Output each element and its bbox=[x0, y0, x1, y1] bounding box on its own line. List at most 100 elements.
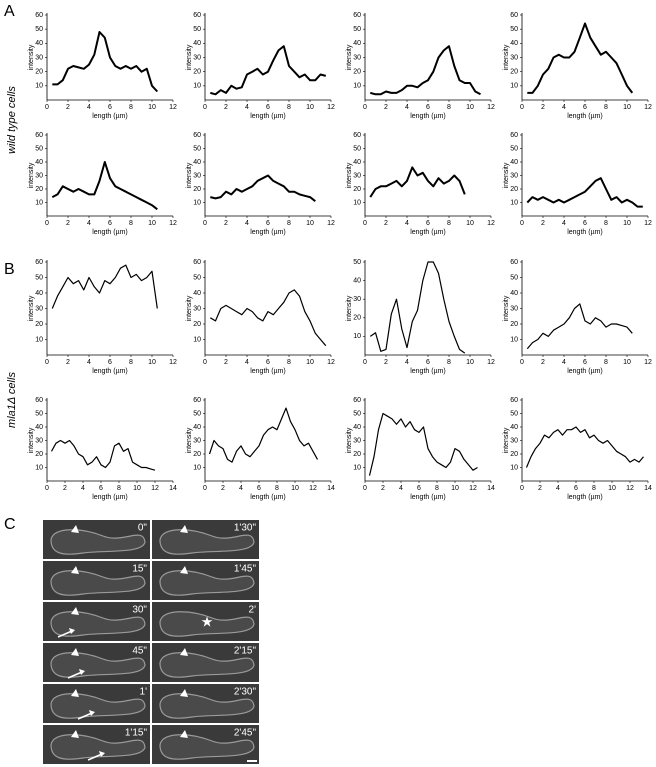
arrow bbox=[87, 753, 103, 761]
x-tick-label: 4 bbox=[405, 220, 409, 227]
x-tick-label: 4 bbox=[562, 220, 566, 227]
x-tick-label: 0 bbox=[203, 359, 207, 366]
x-tick-label: 12 bbox=[327, 359, 335, 366]
timestamp: 2'30" bbox=[234, 687, 257, 698]
y-tick-label: 40 bbox=[193, 159, 201, 166]
y-tick-label: 40 bbox=[353, 40, 361, 47]
timestamp: 1'30" bbox=[234, 523, 257, 534]
arrow bbox=[67, 671, 83, 679]
x-tick-label: 0 bbox=[203, 485, 207, 492]
frame: 2'15" bbox=[152, 643, 259, 682]
profile-line bbox=[208, 407, 319, 463]
x-tick-label: 8 bbox=[604, 220, 608, 227]
arrow-head bbox=[79, 669, 85, 675]
profile-line bbox=[210, 45, 327, 96]
y-tick-label: 20 bbox=[353, 69, 361, 76]
y-tick-label: 50 bbox=[193, 26, 201, 33]
timestamp: 1'15" bbox=[125, 728, 148, 739]
y-axis-label: intensity bbox=[186, 44, 193, 70]
x-tick-label: 12 bbox=[169, 359, 177, 366]
x-tick-label: 2 bbox=[66, 359, 70, 366]
x-tick-label: 6 bbox=[108, 220, 112, 227]
y-tick-label: 50 bbox=[510, 26, 518, 33]
y-axis-label: intensity bbox=[346, 44, 353, 70]
y-tick-label: 50 bbox=[35, 410, 43, 417]
x-tick-label: 4 bbox=[562, 104, 566, 111]
y-tick-label: 60 bbox=[510, 132, 518, 139]
x-tick-label: 0 bbox=[520, 220, 524, 227]
y-axis-label: intensity bbox=[186, 295, 193, 321]
x-tick-label: 0 bbox=[45, 485, 49, 492]
x-tick-label: 2 bbox=[66, 104, 70, 111]
y-tick-label: 60 bbox=[193, 259, 201, 266]
x-tick-label: 6 bbox=[426, 220, 430, 227]
x-tick-label: 0 bbox=[520, 359, 524, 366]
x-tick-label: 2 bbox=[384, 220, 388, 227]
y-tick-label: 30 bbox=[353, 54, 361, 61]
x-tick-label: 10 bbox=[306, 220, 314, 227]
y-axis-label: intensity bbox=[28, 427, 35, 453]
y-axis-label: intensity bbox=[346, 427, 353, 453]
x-tick-label: 2 bbox=[538, 485, 542, 492]
y-tick-label: 40 bbox=[35, 159, 43, 166]
y-tick-label: 20 bbox=[193, 451, 201, 458]
arrowhead bbox=[71, 689, 79, 697]
x-tick-label: 6 bbox=[426, 359, 430, 366]
y-tick-label: 40 bbox=[353, 277, 361, 284]
y-tick-label: 30 bbox=[353, 172, 361, 179]
y-axis-label: intensity bbox=[186, 427, 193, 453]
x-tick-label: 8 bbox=[604, 359, 608, 366]
y-axis-label: intensity bbox=[28, 295, 35, 321]
x-tick-label: 6 bbox=[257, 485, 261, 492]
x-axis-label: length (µm) bbox=[92, 229, 128, 236]
x-tick-label: 10 bbox=[623, 220, 631, 227]
y-tick-label: 50 bbox=[353, 145, 361, 152]
y-tick-label: 30 bbox=[193, 437, 201, 444]
x-tick-label: 8 bbox=[287, 359, 291, 366]
x-tick-label: 12 bbox=[309, 485, 317, 492]
profile-line bbox=[52, 31, 159, 93]
y-tick-label: 50 bbox=[510, 274, 518, 281]
x-tick-label: 4 bbox=[239, 485, 243, 492]
profile-line bbox=[526, 303, 633, 350]
arrowhead bbox=[180, 566, 188, 574]
y-tick-label: 20 bbox=[510, 186, 518, 193]
x-tick-label: 4 bbox=[245, 104, 249, 111]
cell-outline bbox=[159, 693, 255, 719]
x-tick-label: 6 bbox=[99, 485, 103, 492]
cell-outline bbox=[159, 652, 255, 678]
x-tick-label: 12 bbox=[151, 485, 159, 492]
y-tick-label: 10 bbox=[353, 464, 361, 471]
profile-line bbox=[51, 264, 158, 309]
y-tick-label: 20 bbox=[35, 69, 43, 76]
x-tick-label: 2 bbox=[384, 359, 388, 366]
x-tick-label: 12 bbox=[169, 220, 177, 227]
y-axis-label: intensity bbox=[28, 162, 35, 188]
y-tick-label: 20 bbox=[193, 69, 201, 76]
x-tick-label: 8 bbox=[287, 104, 291, 111]
x-tick-label: 10 bbox=[148, 220, 156, 227]
x-tick-label: 0 bbox=[203, 104, 207, 111]
y-tick-label: 50 bbox=[510, 145, 518, 152]
timestamp: 45" bbox=[132, 646, 147, 657]
x-tick-label: 8 bbox=[129, 104, 133, 111]
frame: 1'45" bbox=[152, 561, 259, 600]
frame: 15" bbox=[43, 561, 150, 600]
x-tick-label: 6 bbox=[266, 104, 270, 111]
y-tick-label: 30 bbox=[510, 54, 518, 61]
timestamp: 2' bbox=[249, 605, 257, 616]
cell-outline bbox=[50, 734, 146, 760]
x-tick-label: 10 bbox=[608, 485, 616, 492]
x-tick-label: 4 bbox=[556, 485, 560, 492]
x-tick-label: 0 bbox=[45, 104, 49, 111]
x-tick-label: 8 bbox=[447, 104, 451, 111]
x-axis-label: length (µm) bbox=[410, 113, 446, 120]
x-tick-label: 12 bbox=[644, 104, 652, 111]
x-tick-label: 8 bbox=[447, 359, 451, 366]
frame: 1' bbox=[43, 684, 150, 723]
x-tick-label: 6 bbox=[108, 359, 112, 366]
profile-line bbox=[369, 166, 466, 198]
y-tick-label: 20 bbox=[193, 321, 201, 328]
y-tick-label: 60 bbox=[193, 12, 201, 19]
x-tick-label: 6 bbox=[266, 220, 270, 227]
